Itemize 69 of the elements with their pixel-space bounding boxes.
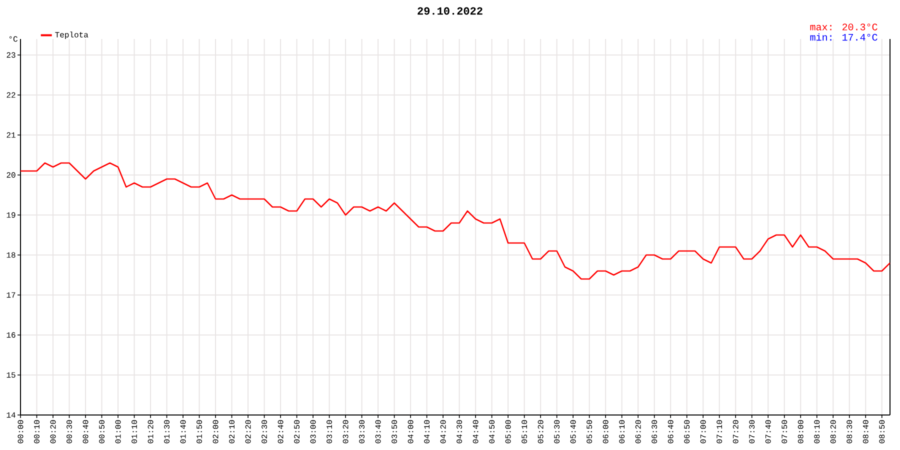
- x-tick-label: 03:00: [310, 420, 316, 444]
- x-tick-label: 01:00: [115, 420, 121, 444]
- x-tick-label: 00:00: [18, 420, 24, 444]
- y-tick-label: 15: [6, 372, 16, 378]
- text: max: 20.3°C: [810, 24, 878, 30]
- x-tick-label: 08:20: [830, 420, 836, 444]
- x-tick-label: 05:50: [586, 420, 592, 444]
- x-tick-label: 05:10: [522, 420, 528, 444]
- y-tick-label: 16: [6, 332, 16, 338]
- x-tick-label: 04:10: [424, 420, 430, 444]
- x-tick-label: 04:20: [440, 420, 446, 444]
- x-tick-label: 02:10: [229, 420, 235, 444]
- y-tick-label: 23: [6, 52, 16, 58]
- x-tick-label: 05:20: [538, 420, 544, 444]
- y-tick-label: 18: [6, 252, 16, 258]
- x-tick-label: 00:50: [99, 420, 104, 444]
- x-tick-label: 07:00: [700, 420, 706, 444]
- x-tick-label: 00:40: [82, 420, 88, 444]
- x-tick-label: 01:40: [180, 420, 186, 444]
- x-tick-label: 04:50: [489, 420, 495, 444]
- x-tick-label: 03:30: [359, 420, 365, 444]
- x-tick-label: 01:50: [196, 420, 202, 444]
- y-tick-label: 19: [6, 212, 16, 218]
- x-tick-label: 02:40: [278, 420, 284, 444]
- y-tick-label: 21: [6, 132, 16, 138]
- x-tick-label: 00:20: [50, 420, 56, 444]
- x-tick-label: 03:50: [392, 420, 398, 444]
- x-tick-label: 02:20: [245, 420, 251, 444]
- x-tick-label: 01:30: [164, 420, 170, 444]
- x-tick-label: 05:00: [505, 420, 511, 444]
- x-tick-label: 01:10: [132, 420, 137, 444]
- x-tick-label: 02:50: [294, 420, 300, 444]
- x-tick-label: 05:30: [554, 420, 560, 444]
- legend-label: Teplota: [55, 32, 88, 40]
- x-tick-label: 06:40: [668, 420, 674, 444]
- x-tick-label: 02:00: [212, 420, 218, 444]
- x-tick-label: 01:20: [148, 420, 154, 444]
- x-tick-label: 04:30: [456, 420, 462, 444]
- y-tick-label: 17: [6, 292, 16, 298]
- x-tick-label: 00:10: [34, 420, 40, 444]
- x-tick-label: 06:10: [619, 420, 625, 444]
- x-tick-label: 03:20: [342, 420, 348, 444]
- chart-title: 29.10.2022: [418, 7, 482, 15]
- x-tick-label: 06:30: [652, 420, 658, 444]
- x-tick-label: 08:00: [798, 420, 804, 444]
- x-tick-label: 08:50: [879, 420, 885, 444]
- x-tick-label: 07:20: [732, 420, 738, 444]
- x-tick-label: 05:40: [570, 420, 576, 444]
- x-tick-label: 06:00: [602, 420, 608, 444]
- x-tick-label: 03:10: [326, 420, 332, 444]
- x-tick-label: 07:40: [765, 420, 771, 444]
- y-tick-label: 14: [6, 412, 16, 418]
- x-tick-label: 08:10: [814, 420, 820, 444]
- x-tick-label: 04:40: [472, 420, 478, 444]
- x-tick-label: 03:40: [375, 420, 381, 444]
- x-tick-label: 06:20: [635, 420, 641, 444]
- x-tick-label: 08:30: [846, 420, 852, 444]
- x-tick-label: 07:50: [782, 420, 788, 444]
- annotation: min: 17.4°C: [810, 33, 878, 41]
- x-tick-label: 07:10: [716, 420, 722, 444]
- x-tick-label: 02:30: [262, 420, 268, 444]
- x-tick-label: 06:50: [684, 420, 690, 444]
- x-tick-label: 07:30: [749, 420, 755, 444]
- x-tick-label: 08:40: [862, 420, 868, 444]
- y-tick-label: 22: [6, 92, 16, 98]
- y-axis-title: °C: [9, 36, 18, 42]
- x-tick-label: 04:00: [408, 420, 414, 444]
- y-tick-label: 20: [6, 172, 16, 178]
- x-tick-label: 00:30: [66, 420, 72, 444]
